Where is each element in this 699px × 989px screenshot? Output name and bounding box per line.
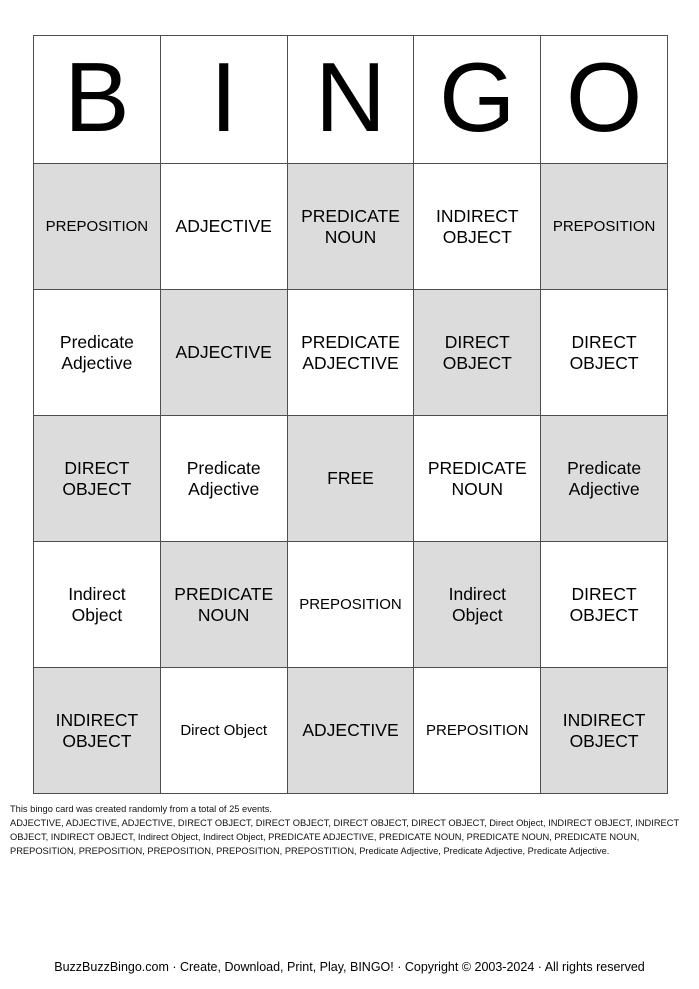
- bingo-cell-r1c2[interactable]: ADJECTIVE: [160, 164, 288, 290]
- bingo-cell-r5c2[interactable]: Direct Object: [160, 668, 288, 794]
- bingo-card: B I N G O PREPOSITION ADJECTIVE PREDICAT…: [33, 35, 668, 794]
- bingo-cell-r2c4[interactable]: DIRECT OBJECT: [414, 290, 542, 416]
- bingo-letter-g: G: [414, 36, 542, 164]
- bingo-cell-r1c4[interactable]: INDIRECT OBJECT: [414, 164, 542, 290]
- bingo-cell-r1c1[interactable]: PREPOSITION: [34, 164, 161, 290]
- fine-print-intro: This bingo card was created randomly fro…: [10, 804, 272, 814]
- bingo-cell-r5c1[interactable]: INDIRECT OBJECT: [34, 668, 161, 794]
- bingo-cell-r4c4[interactable]: Indirect Object: [414, 542, 542, 668]
- bingo-letter-b: B: [34, 36, 161, 164]
- bingo-cell-r5c4[interactable]: PREPOSITION: [414, 668, 542, 794]
- bingo-letter-o: O: [541, 36, 668, 164]
- bingo-cell-r1c5[interactable]: PREPOSITION: [541, 164, 668, 290]
- bingo-cell-r3c5[interactable]: Predicate Adjective: [541, 416, 668, 542]
- bingo-cell-r3c4[interactable]: PREDICATE NOUN: [414, 416, 542, 542]
- fine-print: This bingo card was created randomly fro…: [10, 802, 688, 858]
- bingo-cell-r3c1[interactable]: DIRECT OBJECT: [34, 416, 161, 542]
- bingo-cell-r2c3[interactable]: PREDICATE ADJECTIVE: [287, 290, 415, 416]
- bingo-cell-r4c5[interactable]: DIRECT OBJECT: [541, 542, 668, 668]
- bingo-letter-n: N: [287, 36, 415, 164]
- bingo-cell-r4c1[interactable]: Indirect Object: [34, 542, 161, 668]
- bingo-letter-i: I: [160, 36, 288, 164]
- bingo-cell-r5c5[interactable]: INDIRECT OBJECT: [541, 668, 668, 794]
- page-footer: BuzzBuzzBingo.com · Create, Download, Pr…: [54, 960, 645, 974]
- bingo-cell-r4c3[interactable]: PREPOSITION: [287, 542, 415, 668]
- bingo-cell-r2c5[interactable]: DIRECT OBJECT: [541, 290, 668, 416]
- bingo-cell-r2c2[interactable]: ADJECTIVE: [160, 290, 288, 416]
- bingo-cell-r2c1[interactable]: Predicate Adjective: [34, 290, 161, 416]
- bingo-cell-free[interactable]: FREE: [287, 416, 415, 542]
- bingo-cell-r1c3[interactable]: PREDICATE NOUN: [287, 164, 415, 290]
- fine-print-events-list: ADJECTIVE, ADJECTIVE, ADJECTIVE, DIRECT …: [10, 818, 679, 856]
- bingo-cell-r4c2[interactable]: PREDICATE NOUN: [160, 542, 288, 668]
- bingo-cell-r5c3[interactable]: ADJECTIVE: [287, 668, 415, 794]
- bingo-cell-r3c2[interactable]: Predicate Adjective: [160, 416, 288, 542]
